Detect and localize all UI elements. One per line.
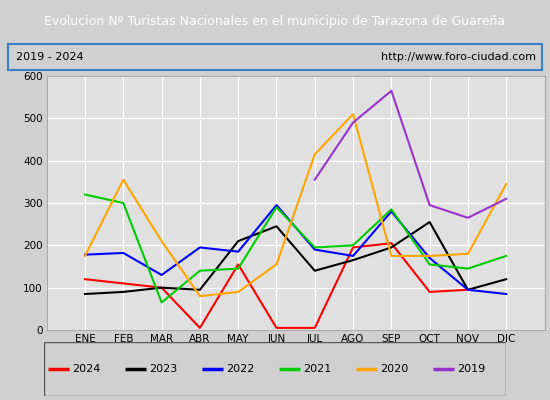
Text: 2019: 2019: [458, 364, 486, 374]
Text: Evolucion Nº Turistas Nacionales en el municipio de Tarazona de Guareña: Evolucion Nº Turistas Nacionales en el m…: [45, 14, 505, 28]
Text: 2023: 2023: [150, 364, 178, 374]
Text: 2019 - 2024: 2019 - 2024: [16, 52, 84, 62]
Text: 2024: 2024: [73, 364, 101, 374]
FancyBboxPatch shape: [8, 44, 542, 70]
Text: 2021: 2021: [304, 364, 332, 374]
Text: 2022: 2022: [227, 364, 255, 374]
Text: 2020: 2020: [381, 364, 409, 374]
FancyBboxPatch shape: [44, 342, 506, 396]
Text: http://www.foro-ciudad.com: http://www.foro-ciudad.com: [381, 52, 536, 62]
